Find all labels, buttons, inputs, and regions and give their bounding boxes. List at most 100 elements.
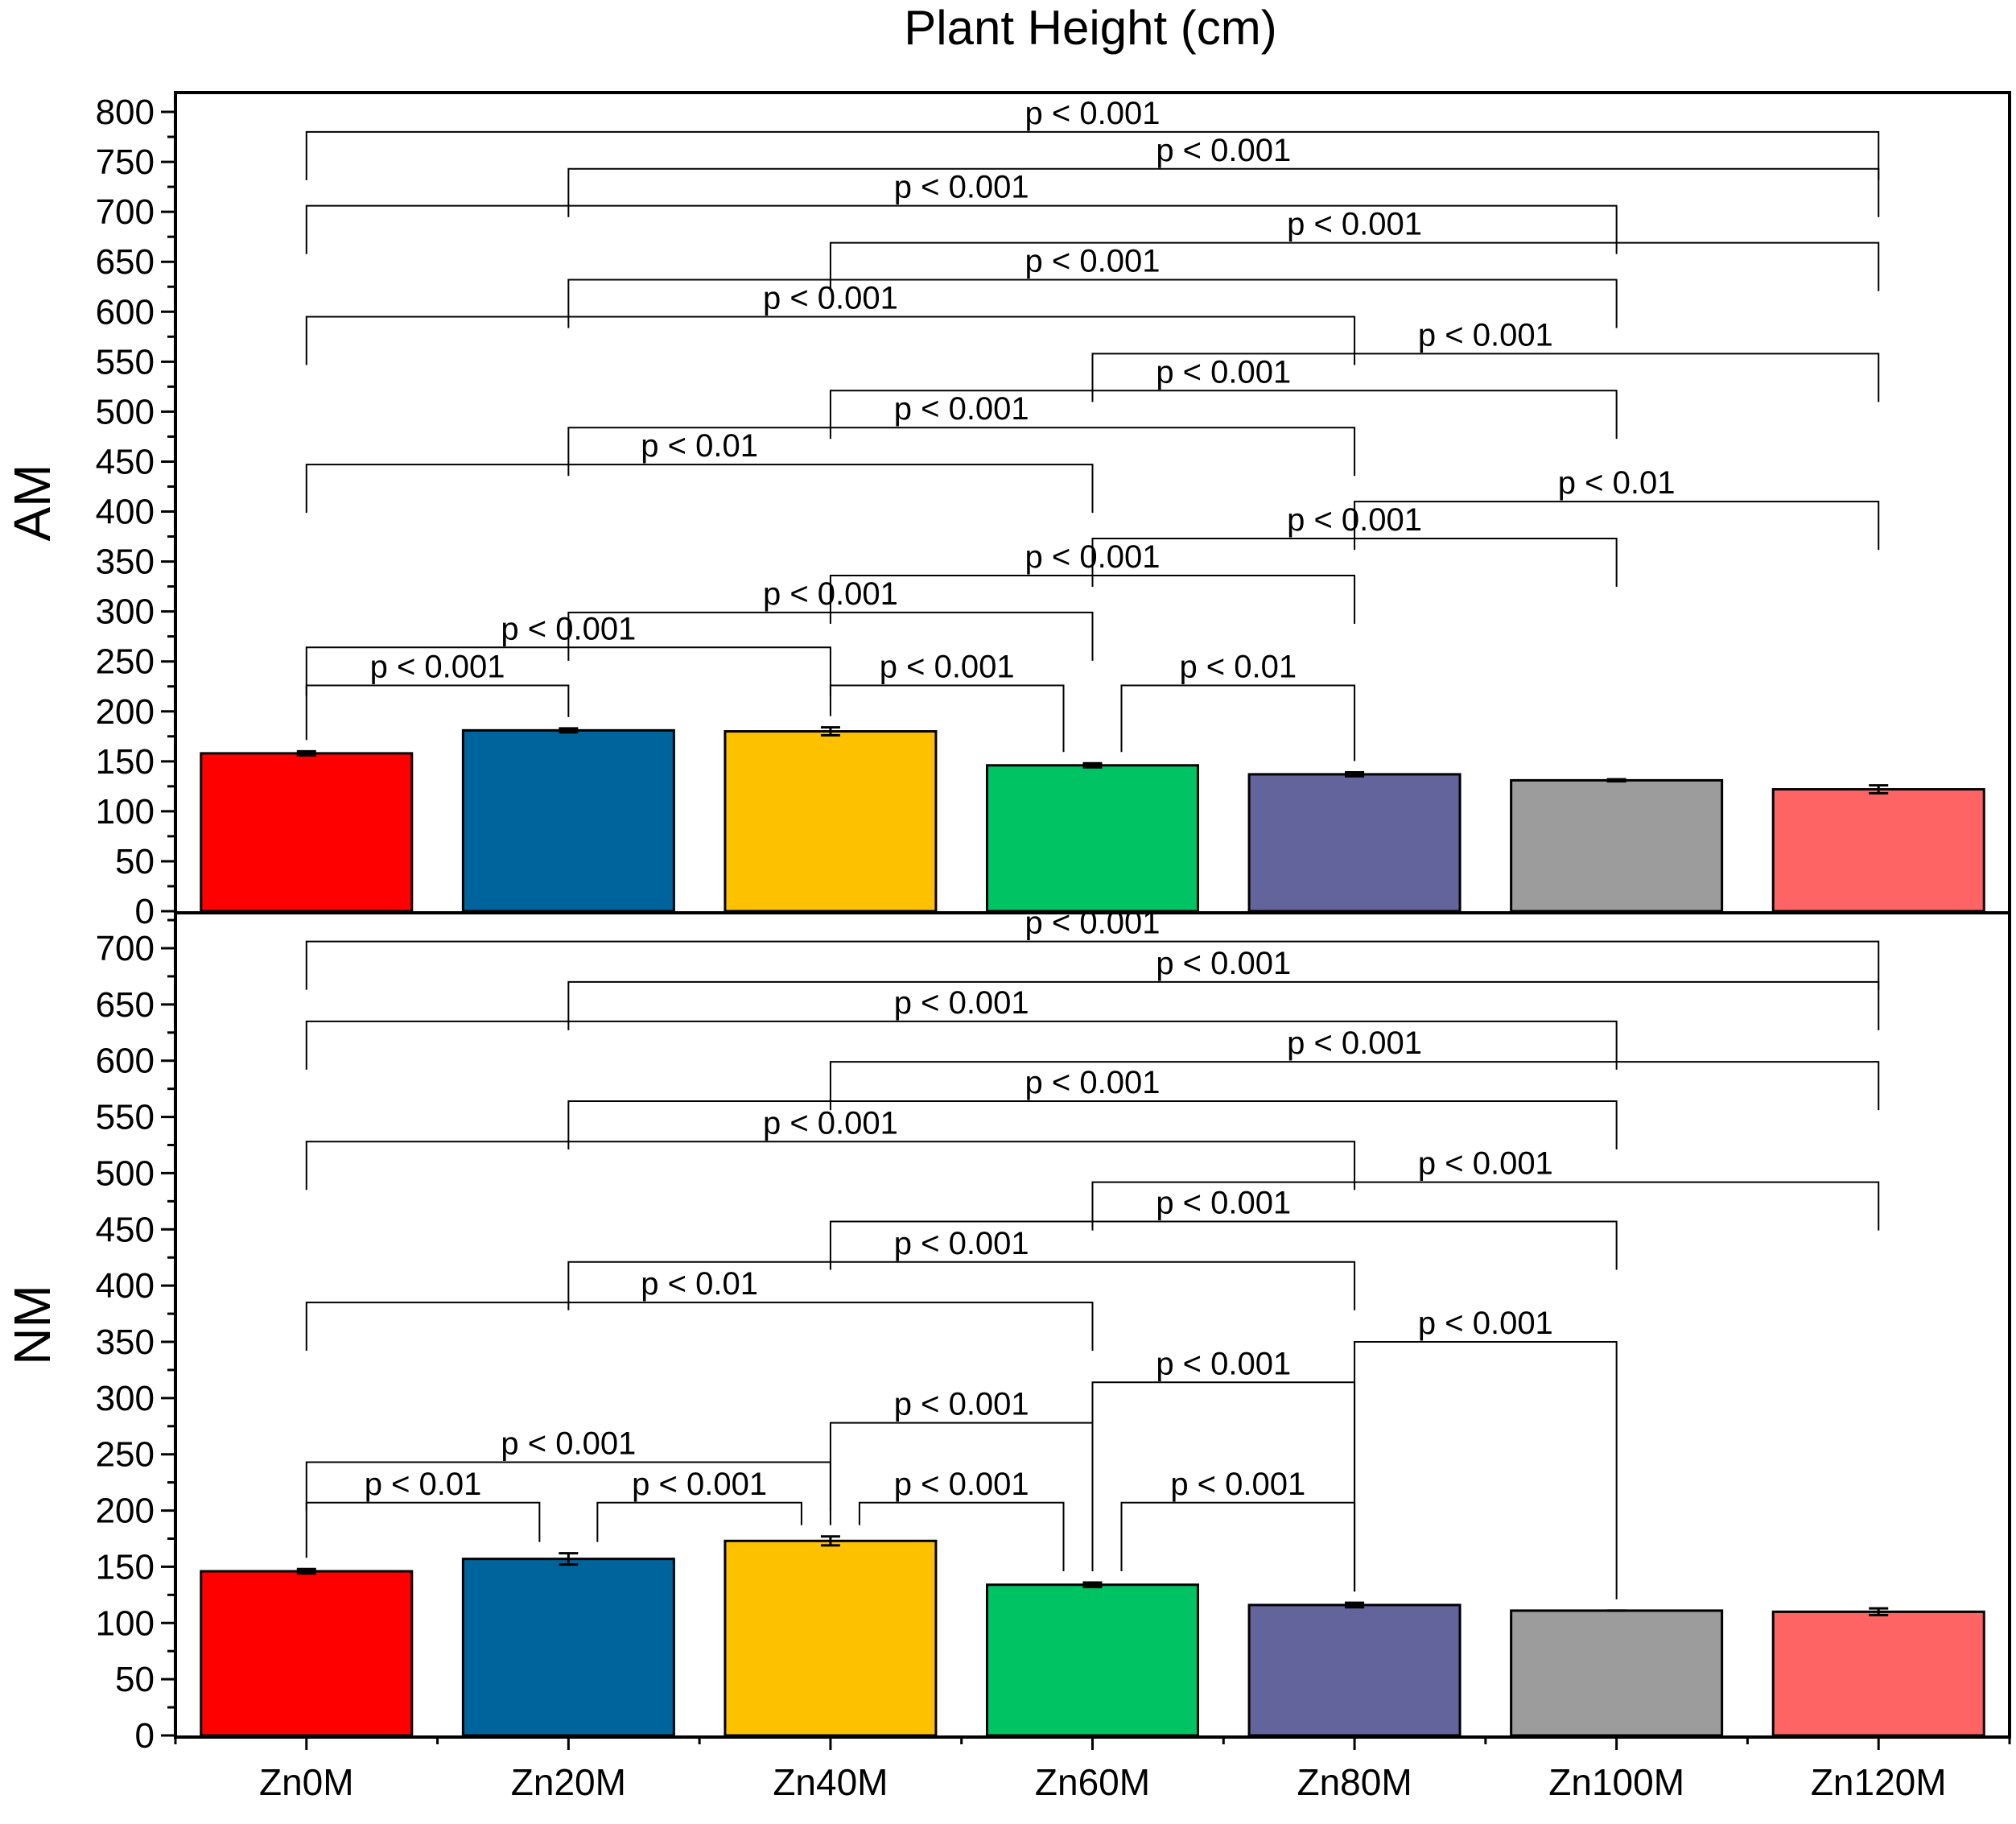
y-tick-label: 750 bbox=[96, 142, 155, 182]
p-value-label: p < 0.01 bbox=[1558, 465, 1676, 501]
significance-bracket: p < 0.001 bbox=[829, 354, 1618, 439]
bar-zn120m bbox=[1771, 788, 1985, 913]
p-value-label: p < 0.001 bbox=[1418, 317, 1553, 353]
y-tick-label: 250 bbox=[96, 1435, 155, 1475]
bracket-line bbox=[567, 1261, 1356, 1310]
p-value-label: p < 0.001 bbox=[1156, 133, 1291, 168]
bar-zn40m bbox=[724, 1539, 938, 1737]
y-tick-label: 50 bbox=[115, 842, 155, 881]
significance-bracket: p < 0.001 bbox=[305, 985, 1618, 1070]
p-value-label: p < 0.001 bbox=[1418, 1146, 1553, 1182]
significance-bracket: p < 0.001 bbox=[829, 1025, 1880, 1111]
p-value-label: p < 0.001 bbox=[894, 391, 1029, 427]
significance-bracket: p < 0.001 bbox=[829, 207, 1880, 291]
bracket-line bbox=[305, 1461, 831, 1511]
y-tick-label: 450 bbox=[96, 1210, 155, 1249]
y-tick-label: 450 bbox=[96, 442, 155, 481]
x-tick-label: Zn120M bbox=[1811, 1761, 1947, 1803]
y-tick-label: 300 bbox=[96, 1379, 155, 1418]
y-tick-label: 250 bbox=[96, 642, 155, 682]
y-tick-label: 600 bbox=[96, 292, 155, 332]
bracket-line bbox=[305, 1020, 1618, 1070]
panel-am: 0 50 100 150 200 250 300 350 400 450 500 550 600 650 7… bbox=[3, 91, 2011, 931]
y-tick-label: 600 bbox=[96, 1042, 155, 1081]
y-tick-label: 650 bbox=[96, 242, 155, 282]
bracket-line bbox=[829, 574, 1356, 624]
significance-bracket: p < 0.001 bbox=[1091, 1346, 1356, 1592]
y-tick-label: 200 bbox=[96, 1492, 155, 1531]
bracket-line bbox=[829, 1061, 1880, 1111]
bracket-line bbox=[1091, 353, 1880, 402]
bracket-line bbox=[305, 130, 1880, 180]
bracket-line bbox=[1120, 684, 1356, 761]
significance-bracket: p < 0.001 bbox=[567, 133, 1880, 217]
bracket-line bbox=[1354, 1341, 1618, 1599]
y-tick-label: 50 bbox=[115, 1660, 155, 1699]
p-value-label: p < 0.001 bbox=[894, 1387, 1029, 1422]
y-axis-label: NM bbox=[3, 1285, 61, 1365]
x-tick-label: Zn60M bbox=[1035, 1761, 1150, 1803]
p-value-label: p < 0.001 bbox=[1156, 354, 1291, 390]
y-tick-label: 350 bbox=[96, 1323, 155, 1362]
y-tick-label: 800 bbox=[96, 93, 155, 132]
p-value-label: p < 0.001 bbox=[880, 649, 1015, 684]
significance-bracket: p < 0.001 bbox=[305, 96, 1880, 180]
panel-nm: 0 50 100 150 200 250 300 350 400 450 500 550 600 650 7… bbox=[3, 906, 2011, 1756]
significance-bracket: p < 0.001 bbox=[567, 244, 1618, 328]
p-value-label: p < 0.001 bbox=[1025, 1065, 1161, 1100]
p-value-label: p < 0.001 bbox=[1287, 1025, 1422, 1061]
significance-bracket: p < 0.001 bbox=[1354, 1306, 1618, 1599]
bracket-line bbox=[305, 204, 1618, 254]
bracket-line bbox=[829, 1220, 1618, 1270]
significance-bracket: p < 0.001 bbox=[305, 649, 570, 741]
significance-bracket: p < 0.001 bbox=[567, 1065, 1618, 1150]
p-value-label: p < 0.001 bbox=[370, 649, 505, 684]
p-value-label: p < 0.01 bbox=[641, 1266, 758, 1302]
y-tick-label: 550 bbox=[96, 342, 155, 382]
y-tick-label: 550 bbox=[96, 1098, 155, 1137]
x-tick-label: Zn20M bbox=[511, 1761, 626, 1803]
bracket-line bbox=[305, 1302, 1094, 1351]
bracket-line bbox=[305, 646, 831, 696]
bracket-line bbox=[1091, 1181, 1880, 1231]
p-value-label: p < 0.001 bbox=[763, 576, 898, 612]
significance-bracket: p < 0.001 bbox=[305, 906, 1880, 990]
bracket-line bbox=[858, 1501, 1065, 1571]
bracket-line bbox=[596, 1501, 802, 1542]
plot-area: 0501001502002503003504004505005506006507… bbox=[3, 91, 2011, 1803]
significance-bracket: p < 0.01 bbox=[1120, 649, 1356, 761]
bar-zn80m bbox=[1247, 1603, 1461, 1737]
bracket-line bbox=[829, 684, 1065, 753]
bracket-line bbox=[829, 241, 1880, 291]
x-tick-label: Zn80M bbox=[1297, 1761, 1412, 1803]
bracket-line bbox=[305, 316, 1356, 365]
bar-zn80m bbox=[1247, 773, 1461, 913]
bar-zn0m bbox=[200, 1570, 414, 1737]
p-value-label: p < 0.001 bbox=[894, 1467, 1029, 1502]
significance-bracket: p < 0.001 bbox=[1091, 502, 1618, 588]
bracket-line bbox=[305, 1141, 1356, 1191]
p-value-label: p < 0.001 bbox=[1156, 1186, 1291, 1221]
p-value-label: p < 0.001 bbox=[632, 1467, 767, 1502]
bracket-line bbox=[567, 279, 1618, 328]
p-value-label: p < 0.001 bbox=[1025, 539, 1161, 575]
significance-bracket: p < 0.01 bbox=[305, 1266, 1094, 1351]
p-value-label: p < 0.001 bbox=[763, 280, 898, 316]
significance-bracket: p < 0.001 bbox=[567, 391, 1356, 477]
significance-bracket: p < 0.01 bbox=[1354, 465, 1880, 551]
bar-zn100m bbox=[1510, 1609, 1724, 1737]
y-tick-label: 350 bbox=[96, 543, 155, 582]
bracket-line bbox=[305, 464, 1094, 514]
bar-zn60m bbox=[986, 764, 1199, 913]
y-tick-label: 400 bbox=[96, 1266, 155, 1306]
y-tick-label: 300 bbox=[96, 592, 155, 632]
y-tick-label: 500 bbox=[96, 1153, 155, 1193]
p-value-label: p < 0.001 bbox=[1156, 946, 1291, 981]
bracket-line bbox=[1091, 538, 1618, 588]
bracket-line bbox=[305, 684, 570, 741]
p-value-label: p < 0.001 bbox=[1170, 1467, 1305, 1502]
y-tick-label: 500 bbox=[96, 392, 155, 431]
y-tick-label: 150 bbox=[96, 1547, 155, 1587]
bar-zn20m bbox=[461, 728, 675, 913]
bracket-line bbox=[567, 427, 1356, 477]
